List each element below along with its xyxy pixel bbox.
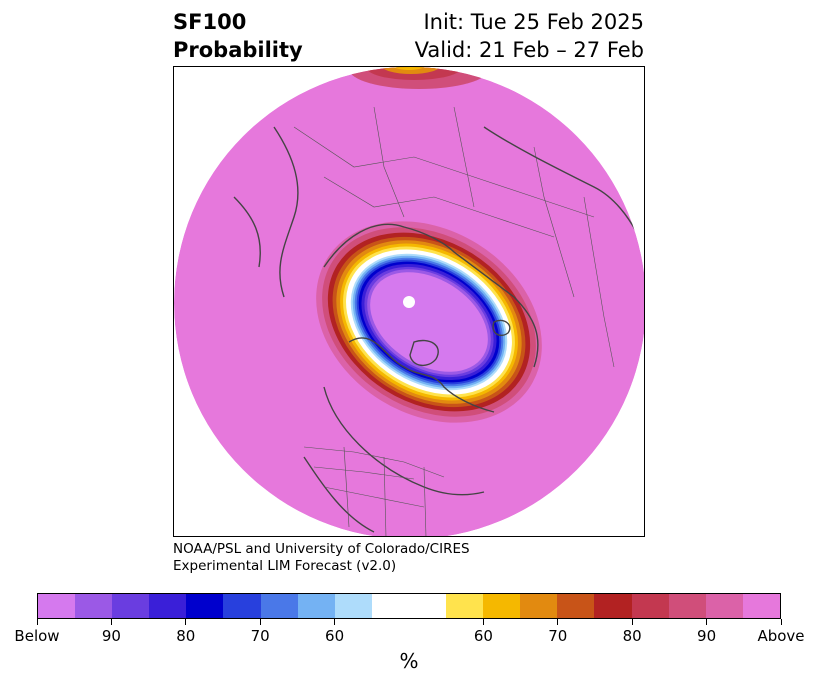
colorbar-segment — [297, 594, 335, 618]
colorbar-segment — [408, 594, 447, 618]
title-left: SF100 Probability — [173, 8, 303, 64]
borders — [293, 106, 615, 536]
credit-line-1: NOAA/PSL and University of Colorado/CIRE… — [173, 541, 470, 557]
map-frame — [173, 66, 645, 537]
colorbar-segment — [742, 594, 780, 618]
init-date: Init: Tue 25 Feb 2025 — [423, 10, 644, 34]
polar-map — [174, 67, 644, 536]
colorbar-tick-label: Below — [14, 627, 60, 645]
colorbar-tick — [482, 619, 484, 625]
colorbar-segment — [520, 594, 558, 618]
colorbar — [37, 593, 781, 619]
colorbar-tick-label: 70 — [548, 627, 568, 645]
colorbar-segment — [668, 594, 706, 618]
colorbar-tick-label: Above — [757, 627, 805, 645]
colorbar-segment — [75, 594, 113, 618]
credit-line-2: Experimental LIM Forecast (v2.0) — [173, 558, 397, 574]
colorbar-tick-label: 70 — [250, 627, 270, 645]
colorbar-segment — [223, 594, 261, 618]
colorbar-tick-label: 90 — [697, 627, 717, 645]
probability-field — [174, 67, 644, 536]
colorbar-segment — [112, 594, 150, 618]
credit-text: NOAA/PSL and University of Colorado/CIRE… — [173, 541, 470, 575]
colorbar-segment — [446, 594, 484, 618]
valid-range: Valid: 21 Feb – 27 Feb — [414, 38, 644, 62]
colorbar-tick — [36, 619, 38, 625]
colorbar-tick — [110, 619, 112, 625]
colorbar-tick — [780, 619, 782, 625]
colorbar-tick — [557, 619, 559, 625]
colorbar-segment — [705, 594, 743, 618]
colorbar-tick-label: 80 — [622, 627, 642, 645]
coastlines — [233, 126, 640, 533]
colorbar-segment — [334, 594, 372, 618]
colorbar-segment — [149, 594, 187, 618]
variable-title: SF100 — [173, 10, 247, 34]
colorbar-segment — [483, 594, 521, 618]
title-right: Init: Tue 25 Feb 2025 Valid: 21 Feb – 27… — [415, 8, 644, 64]
colorbar-tick-label: 60 — [473, 627, 493, 645]
colorbar-tick-label: 90 — [101, 627, 121, 645]
colorbar-tick — [706, 619, 708, 625]
colorbar-tick — [259, 619, 261, 625]
colorbar-segment — [371, 594, 409, 618]
variable-subtitle: Probability — [173, 38, 303, 62]
colorbar-tick-label: 60 — [325, 627, 345, 645]
colorbar-tick-label: 80 — [176, 627, 196, 645]
colorbar-segment — [38, 594, 76, 618]
colorbar-tick — [631, 619, 633, 625]
colorbar-units: % — [399, 649, 419, 673]
colorbar-tick — [185, 619, 187, 625]
colorbar-segment — [557, 594, 595, 618]
colorbar-tick — [334, 619, 336, 625]
colorbar-segment — [594, 594, 632, 618]
colorbar-segment — [186, 594, 224, 618]
colorbar-segment — [631, 594, 669, 618]
colorbar-segment — [260, 594, 298, 618]
